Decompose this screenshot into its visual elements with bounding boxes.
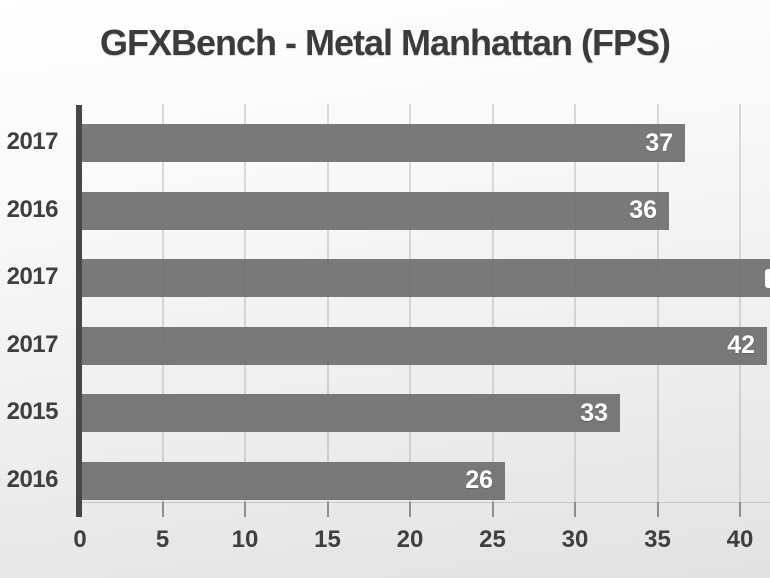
gridline xyxy=(161,104,164,502)
x-axis-tick xyxy=(574,502,576,517)
category-label: 2015 xyxy=(6,398,59,425)
bar-value-label: 36 xyxy=(629,196,657,224)
category-label: 2017 xyxy=(6,263,59,290)
gridline xyxy=(739,104,741,502)
gridline xyxy=(326,104,329,502)
category-label: 2017 xyxy=(6,330,59,358)
bar-value-label: 33 xyxy=(580,398,608,427)
bar: 36 xyxy=(82,191,669,230)
clipped-value-label-sliver xyxy=(765,269,770,288)
gridline xyxy=(244,104,246,502)
bar: 26 xyxy=(82,461,505,500)
gridline xyxy=(656,104,659,502)
x-axis-tick-label: 30 xyxy=(561,526,589,553)
bar-value-label: 42 xyxy=(727,331,755,359)
gridline xyxy=(409,104,411,502)
x-axis-tick-label: 20 xyxy=(396,526,424,553)
bar-value-label: 37 xyxy=(645,128,673,157)
x-axis-tick xyxy=(409,502,411,517)
x-axis-tick xyxy=(491,502,494,517)
x-axis-tick-label: 10 xyxy=(231,526,259,553)
x-axis-tick-label: 35 xyxy=(644,526,671,553)
bar xyxy=(82,259,770,297)
x-axis-tick-label: 5 xyxy=(155,526,170,553)
category-label: 2016 xyxy=(6,465,59,493)
x-axis-tick-label: 15 xyxy=(314,526,341,553)
x-axis-tick-label: 40 xyxy=(726,526,754,553)
x-axis-tick xyxy=(656,502,659,517)
x-axis-tick xyxy=(739,502,741,517)
plot-bottom-border xyxy=(76,502,770,503)
y-axis-line xyxy=(76,105,82,517)
x-axis-tick-label: 0 xyxy=(73,526,87,553)
x-axis-tick xyxy=(326,502,329,517)
chart-title: GFXBench - Metal Manhattan (FPS) xyxy=(99,22,671,63)
bar-value-label: 26 xyxy=(465,466,493,494)
category-label: 2017 xyxy=(6,128,59,155)
x-axis-tick xyxy=(161,502,164,517)
x-axis-tick xyxy=(244,502,246,517)
category-label: 2016 xyxy=(6,195,59,223)
gridline xyxy=(574,104,576,502)
gridline xyxy=(491,104,494,502)
bar: 33 xyxy=(82,394,620,432)
bar: 42 xyxy=(82,326,767,365)
x-axis-tick-label: 25 xyxy=(479,526,506,553)
bar: 37 xyxy=(82,124,685,162)
